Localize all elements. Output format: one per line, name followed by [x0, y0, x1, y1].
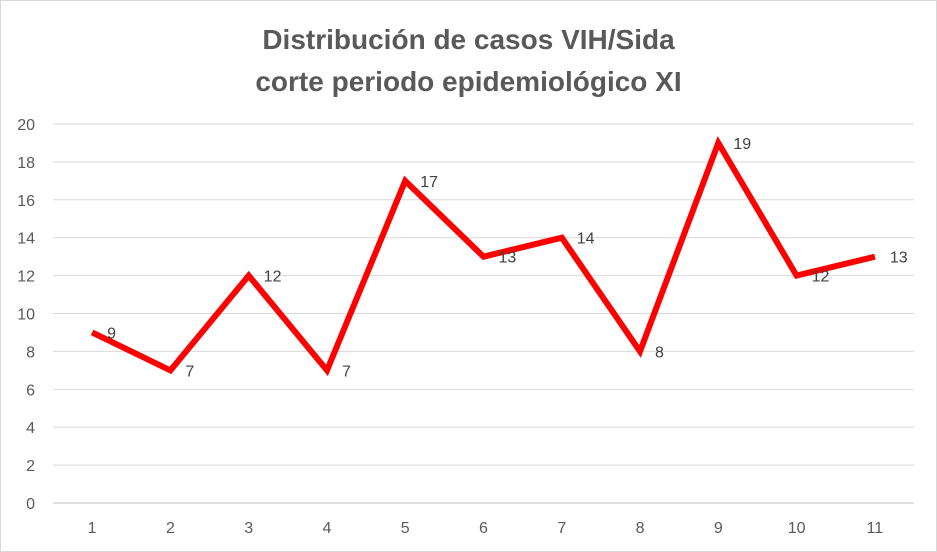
x-tick-label: 7 [557, 520, 566, 537]
data-point [715, 140, 721, 146]
data-label: 14 [577, 231, 595, 248]
data-point [246, 273, 252, 279]
data-label: 17 [420, 174, 438, 191]
y-tick-label: 6 [26, 382, 35, 399]
data-label: 7 [185, 363, 194, 380]
data-point [402, 178, 408, 184]
data-point [559, 235, 565, 241]
data-point [167, 367, 173, 373]
y-tick-label: 8 [26, 344, 35, 361]
data-point [794, 273, 800, 279]
y-tick-label: 18 [17, 155, 35, 172]
x-tick-label: 8 [636, 520, 645, 537]
data-label: 9 [107, 325, 116, 342]
data-label: 19 [733, 136, 751, 153]
data-label: 12 [812, 269, 830, 286]
y-tick-label: 0 [26, 496, 35, 513]
y-tick-label: 4 [26, 420, 35, 437]
x-tick-label: 2 [166, 520, 175, 537]
y-tick-label: 14 [17, 231, 35, 248]
y-tick-label: 12 [17, 269, 35, 286]
x-tick-label: 9 [714, 520, 723, 537]
data-point [637, 348, 643, 354]
data-point [481, 254, 487, 260]
data-point [872, 254, 878, 260]
y-tick-label: 20 [17, 117, 35, 134]
x-tick-label: 6 [479, 520, 488, 537]
data-label: 12 [264, 269, 282, 286]
data-point [89, 329, 95, 335]
y-tick-label: 2 [26, 458, 35, 475]
x-tick-label: 5 [401, 520, 410, 537]
x-tick-label: 10 [788, 520, 806, 537]
data-label: 7 [342, 363, 351, 380]
y-tick-label: 16 [17, 193, 35, 210]
x-tick-label: 1 [88, 520, 97, 537]
data-label: 8 [655, 344, 664, 361]
x-tick-label: 11 [867, 520, 884, 537]
y-tick-label: 10 [17, 307, 35, 324]
data-label: 13 [890, 250, 908, 267]
x-tick-label: 3 [244, 520, 253, 537]
x-tick-label: 4 [323, 520, 332, 537]
data-point [324, 367, 330, 373]
data-label: 13 [499, 250, 517, 267]
